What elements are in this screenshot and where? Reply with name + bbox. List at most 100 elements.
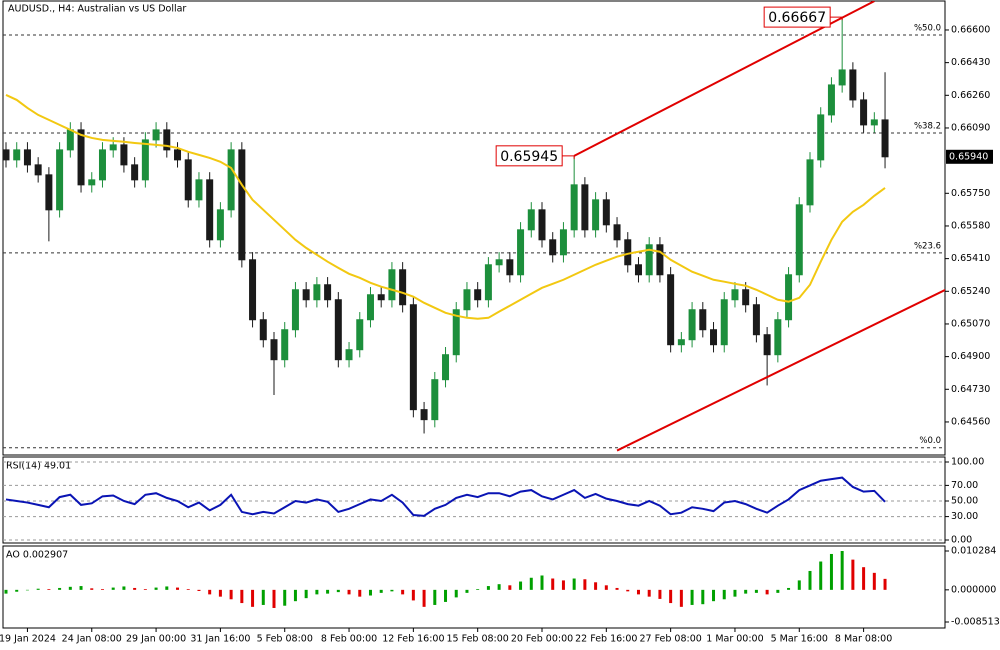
candle-body: [13, 149, 21, 161]
x-tick-label: 27 Feb 08:00: [639, 634, 701, 645]
x-tick-label: 5 Mar 16:00: [771, 634, 828, 645]
candle-body: [302, 289, 310, 301]
ao-bar: [154, 587, 158, 590]
ao-bar: [229, 589, 233, 600]
ao-bar: [486, 586, 490, 590]
candle-body: [98, 149, 106, 181]
ao-bar: [851, 559, 855, 590]
candle-body: [795, 204, 803, 276]
ao-bar: [100, 589, 104, 590]
candle-body: [131, 164, 139, 181]
ao-bar: [272, 589, 276, 608]
ao-bar: [765, 589, 769, 595]
ao-bar: [776, 589, 780, 593]
ao-bar: [733, 589, 737, 597]
candle-body: [388, 269, 396, 301]
candle-body: [270, 339, 278, 361]
candle-body: [216, 209, 224, 241]
ao-bar: [444, 589, 448, 602]
candle-body: [484, 264, 492, 301]
ao-bar: [143, 589, 147, 590]
x-tick-label: 20 Feb 00:00: [511, 634, 573, 645]
ao-bar: [293, 589, 297, 602]
ao-bar: [197, 589, 201, 591]
candle-body: [281, 329, 289, 361]
candle-body: [141, 139, 149, 181]
annotation-box: [495, 145, 563, 167]
y-tick-label: 30.00: [951, 511, 978, 522]
ao-bar: [36, 588, 40, 590]
last-price-label: 0.65940: [949, 151, 988, 162]
rsi-title: RSI(14) 49.01: [6, 461, 71, 472]
candle-body: [174, 149, 182, 161]
candle-body: [238, 149, 246, 261]
ao-bar: [240, 589, 244, 604]
ao-bar: [411, 589, 415, 601]
candle-body: [881, 119, 889, 158]
candle-body: [442, 354, 450, 381]
y-tick-label: 0.64560: [951, 416, 990, 427]
candle-body: [249, 259, 257, 321]
fib-label: %0.0: [919, 436, 941, 446]
ao-bar: [68, 586, 72, 590]
ao-bar: [594, 582, 598, 590]
y-tick-label: 0.66430: [951, 57, 990, 68]
candle-body: [23, 149, 31, 166]
candle-body: [495, 259, 503, 266]
ao-bar: [218, 589, 222, 597]
candle-body: [506, 259, 514, 276]
ao-bar: [422, 589, 426, 607]
candle-body: [656, 244, 664, 276]
ao-bar: [79, 586, 83, 590]
candle-body: [56, 149, 64, 211]
y-tick-label: 0.65580: [951, 220, 990, 231]
x-tick-label: 1 Mar 00:00: [706, 634, 763, 645]
candle-body: [324, 284, 332, 301]
y-tick-label: 0.00: [951, 535, 972, 546]
ao-bar: [647, 589, 651, 597]
candle-body: [377, 294, 385, 301]
candle-body: [774, 319, 782, 356]
ao-bar: [572, 578, 576, 590]
ao-bar: [304, 589, 308, 599]
ao-bar: [465, 589, 469, 593]
ao-bar: [347, 589, 351, 595]
candle-body: [538, 209, 546, 241]
ao-bar: [251, 589, 255, 607]
candle-body: [334, 299, 342, 361]
ao-bar: [58, 587, 62, 590]
candle-body: [677, 339, 685, 346]
fib-label: %50.0: [914, 23, 941, 33]
ao-bar: [315, 589, 319, 595]
ao-bar: [368, 589, 372, 596]
candle-body: [742, 289, 750, 306]
rsi-panel-frame: [2, 456, 946, 544]
ao-bar: [797, 580, 801, 590]
candle-body: [206, 179, 214, 241]
candle-body: [77, 129, 85, 186]
candle-body: [517, 229, 525, 276]
candle-body: [634, 264, 642, 276]
ao-bar: [508, 585, 512, 590]
candle-body: [345, 349, 353, 361]
x-tick-label: 8 Feb 00:00: [321, 634, 377, 645]
ao-bar: [754, 589, 758, 593]
candle-body: [474, 289, 482, 301]
x-tick-label: 8 Mar 08:00: [835, 634, 892, 645]
y-tick-label: 70.00: [951, 480, 978, 491]
y-tick-label: 0.65070: [951, 318, 990, 329]
fib-label: %38.2: [914, 121, 941, 131]
candle-body: [806, 159, 814, 206]
candle-body: [549, 239, 557, 256]
ao-bar: [379, 589, 383, 593]
ao-bar: [47, 589, 51, 590]
candle-body: [227, 149, 235, 211]
candle-body: [720, 299, 728, 346]
candle-body: [710, 329, 718, 346]
y-tick-label: 0.010284: [951, 546, 996, 557]
ao-bar: [561, 580, 565, 590]
ao-bar: [819, 561, 823, 590]
last-price-box: [946, 149, 993, 164]
candle-body: [34, 164, 42, 176]
candle-body: [688, 309, 696, 341]
